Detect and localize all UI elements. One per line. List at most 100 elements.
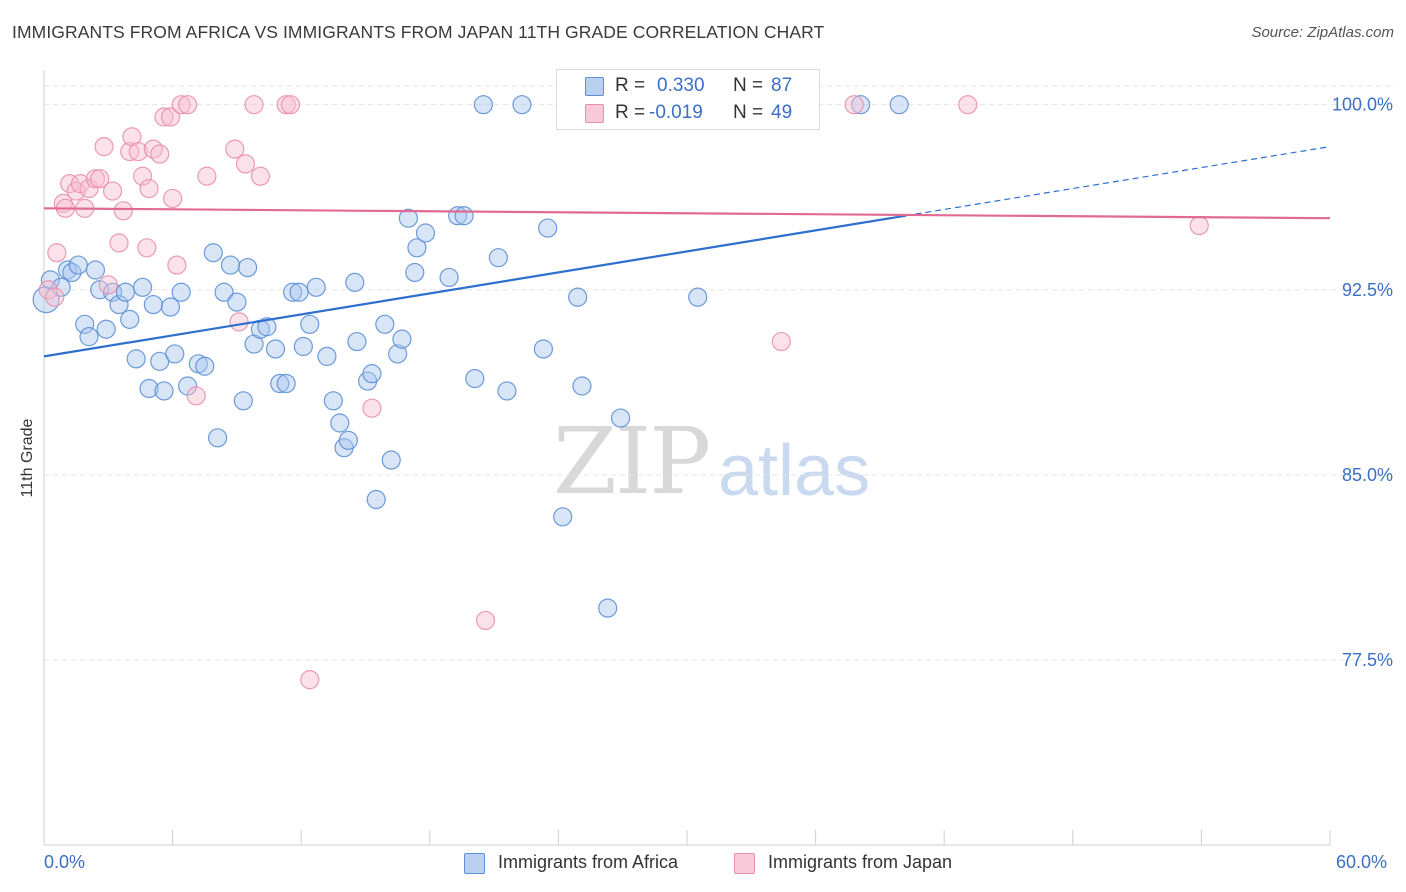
- japan-point: [1189, 215, 1209, 236]
- africa-point: [208, 428, 228, 448]
- japan-point: [362, 398, 382, 418]
- africa-point: [68, 255, 88, 275]
- y-tick-label: 85.0%: [1342, 465, 1393, 485]
- africa-point: [473, 95, 493, 115]
- africa-point: [306, 277, 326, 297]
- watermark-atlas: atlas: [718, 431, 871, 511]
- africa-point: [398, 208, 418, 228]
- africa-point: [203, 243, 223, 263]
- japan-point: [160, 107, 181, 127]
- bottom-legend-swatch-africa: [464, 853, 485, 874]
- japan-point: [94, 137, 114, 157]
- japan-point: [250, 166, 271, 186]
- africa-point: [688, 287, 708, 307]
- y-axis-label: 11th Grade: [19, 418, 36, 498]
- africa-point: [96, 319, 116, 339]
- africa-point: [388, 344, 408, 364]
- japan-point: [475, 610, 496, 631]
- africa-point: [238, 257, 258, 278]
- africa-point: [126, 349, 146, 369]
- y-tick-label: 92.5%: [1342, 280, 1393, 300]
- bottom-legend-label-africa: Immigrants from Africa: [498, 852, 679, 872]
- africa-point: [293, 336, 313, 357]
- japan-point: [844, 95, 864, 115]
- africa-point: [568, 287, 588, 307]
- x-tick-label-max: 60.0%: [1336, 852, 1388, 872]
- legend-row-africa: R = 0.330 N = 87: [557, 73, 819, 100]
- africa-point: [195, 356, 215, 376]
- africa-point: [375, 314, 395, 334]
- africa-point: [497, 381, 517, 401]
- stats-legend: R = 0.330 N = 87 R = -0.019 N = 49: [556, 69, 820, 130]
- africa-point: [132, 277, 153, 297]
- africa-point: [330, 413, 350, 433]
- africa-point: [270, 373, 290, 394]
- legend-r-value-africa: 0.330: [657, 75, 705, 96]
- africa-point: [143, 294, 163, 315]
- africa-point: [154, 381, 174, 401]
- africa-point: [160, 297, 181, 317]
- africa-point: [109, 294, 129, 315]
- africa-point: [512, 95, 532, 115]
- japan-point: [139, 178, 159, 199]
- japan-point: [150, 144, 170, 164]
- source-credit: Source: ZipAtlas.com: [1251, 24, 1394, 41]
- africa-point: [283, 282, 303, 302]
- africa-point: [405, 262, 425, 283]
- y-tick-label: 100.0%: [1332, 95, 1393, 115]
- africa-point: [75, 314, 95, 334]
- africa-point: [115, 282, 136, 302]
- legend-row-japan: R = -0.019 N = 49: [557, 100, 819, 127]
- bottom-legend-swatch-japan: [734, 853, 755, 874]
- legend-r-label: R =: [615, 102, 646, 123]
- japan-point: [276, 95, 296, 115]
- japan-point: [244, 95, 264, 115]
- africa-point: [347, 331, 367, 352]
- y-tick-label: 77.5%: [1342, 650, 1393, 670]
- africa-point: [165, 344, 185, 364]
- japan-point: [85, 169, 106, 189]
- africa-point: [533, 339, 553, 359]
- africa-point: [345, 272, 365, 292]
- africa-point: [439, 267, 459, 288]
- japan-point: [197, 166, 217, 186]
- africa-point: [323, 391, 343, 411]
- legend-n-value-japan: 49: [771, 102, 793, 123]
- legend-n-label: N =: [733, 75, 764, 96]
- japan-point: [90, 169, 110, 189]
- japan-point: [102, 181, 123, 201]
- japan-point: [113, 201, 133, 221]
- africa-point: [366, 489, 386, 510]
- japan-point: [45, 287, 65, 307]
- africa-point: [407, 238, 427, 258]
- japan-point: [137, 238, 157, 258]
- africa-trend-line: [43, 214, 906, 358]
- africa-point: [851, 95, 871, 115]
- africa-point: [572, 376, 592, 396]
- africa-point: [889, 95, 909, 115]
- africa-point: [610, 408, 631, 428]
- japan-point: [171, 95, 191, 115]
- africa-point: [538, 218, 558, 238]
- africa-point: [553, 507, 573, 527]
- legend-r-label: R =: [615, 75, 646, 96]
- japan-point: [300, 670, 320, 690]
- japan-point: [38, 280, 58, 300]
- africa-point: [79, 327, 99, 347]
- japan-point: [958, 95, 978, 115]
- chart-title: IMMIGRANTS FROM AFRICA VS IMMIGRANTS FRO…: [12, 22, 825, 42]
- africa-point: [465, 368, 485, 389]
- japan-point: [167, 255, 187, 275]
- legend-n-value-africa: 87: [771, 75, 793, 96]
- africa-point: [220, 255, 241, 275]
- japan-point: [47, 243, 67, 263]
- africa-point: [265, 339, 286, 359]
- africa-point: [62, 262, 82, 283]
- japan-point: [132, 166, 153, 186]
- africa-point: [171, 282, 191, 302]
- japan-point: [178, 95, 198, 115]
- africa-point: [139, 378, 159, 399]
- watermark-zip: ZIP: [553, 408, 711, 515]
- legend-r-value-japan: -0.019: [649, 102, 703, 123]
